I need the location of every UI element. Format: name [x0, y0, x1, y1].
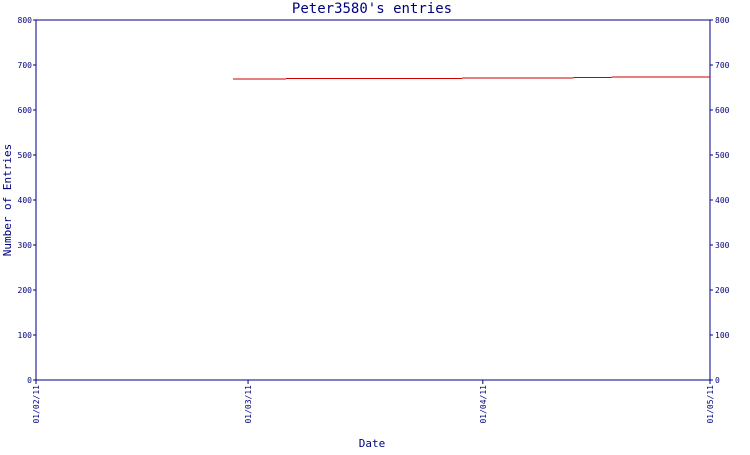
y-tick-label-right: 100 — [715, 331, 730, 340]
y-tick-label-right: 600 — [715, 106, 730, 115]
y-tick-label: 300 — [18, 241, 33, 250]
y-tick-label: 700 — [18, 61, 33, 70]
x-tick-label: 01/02/11 — [32, 385, 41, 424]
y-tick-label-right: 800 — [715, 16, 730, 25]
y-tick-label: 600 — [18, 106, 33, 115]
y-tick-label: 100 — [18, 331, 33, 340]
y-tick-label: 400 — [18, 196, 33, 205]
y-tick-label-right: 200 — [715, 286, 730, 295]
x-axis-label: Date — [359, 437, 386, 450]
y-axis: 0 0 100 100 200 200 300 300 400 400 500 500 600 600 70… — [18, 16, 730, 385]
y-axis-label: Number of Entries — [1, 144, 14, 257]
chart-title: Peter3580's entries — [292, 1, 452, 17]
y-tick-label-right: 0 — [715, 376, 720, 385]
y-tick-label-right: 300 — [715, 241, 730, 250]
y-tick-label: 800 — [18, 16, 33, 25]
y-tick-label: 0 — [27, 376, 32, 385]
plot-frame — [36, 20, 710, 380]
x-axis: 01/02/11 01/03/11 01/04/11 01/05/11 — [32, 380, 715, 424]
y-tick-label-right: 700 — [715, 61, 730, 70]
y-tick-label-right: 500 — [715, 151, 730, 160]
y-tick-label-right: 400 — [715, 196, 730, 205]
y-tick-label: 500 — [18, 151, 33, 160]
series-segment — [551, 77, 619, 78]
x-tick-label: 01/05/11 — [706, 385, 715, 424]
series-layer — [233, 77, 710, 79]
x-tick-label: 01/03/11 — [244, 385, 253, 424]
y-tick-label: 200 — [18, 286, 33, 295]
x-tick-label: 01/04/11 — [479, 385, 488, 424]
